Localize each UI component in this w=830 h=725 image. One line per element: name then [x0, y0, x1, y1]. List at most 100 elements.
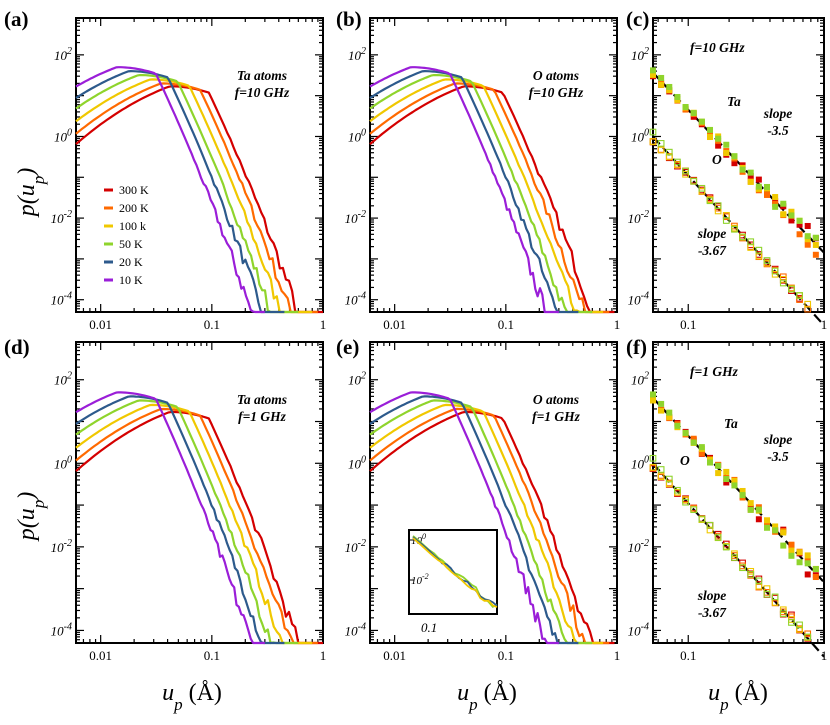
- scatter-point-ta: [690, 110, 697, 117]
- y-tick-label: 10-4: [628, 291, 649, 308]
- svg-text:p(up): p(up): [14, 168, 48, 219]
- series-line-10-K: [369, 66, 559, 314]
- scatter-point-ta: [650, 71, 656, 78]
- panel-label: (d): [4, 335, 30, 359]
- x-tick-label: 0.1: [680, 648, 696, 663]
- series-line-50-K: [75, 399, 299, 645]
- scatter-point-ta: [812, 234, 819, 241]
- y-tick-label: 102: [631, 46, 649, 63]
- y-tick-label: 10-2: [345, 209, 366, 226]
- series-line-50-K: [75, 73, 299, 314]
- scatter-point-ta: [804, 236, 811, 243]
- y-tick-label: 10-2: [628, 538, 649, 555]
- scatter-point-ta: [731, 153, 738, 160]
- scatter-point-o: [731, 554, 738, 561]
- x-tick-label: 0.1: [204, 317, 220, 332]
- scatter-point-ta: [707, 459, 713, 466]
- series-line-200-K: [369, 82, 610, 314]
- panel-label: (c): [626, 7, 649, 31]
- panel-annotation: Ta atoms: [237, 68, 287, 83]
- scatter-point-ta: [690, 435, 697, 442]
- fit-line: [652, 71, 825, 254]
- scatter-point-ta: [723, 476, 730, 483]
- scatter-point-o: [714, 534, 722, 541]
- scatter-point-ta: [788, 552, 795, 559]
- series-line-200-K: [75, 82, 318, 314]
- scatter-point-ta: [739, 487, 746, 494]
- y-tick-label: 100: [54, 454, 72, 471]
- scatter-point-o: [796, 296, 803, 303]
- scatter-point-o: [804, 305, 812, 313]
- scatter-point-ta: [723, 479, 730, 486]
- y-axis-label-bottom: p(up): [14, 492, 48, 543]
- x-tick-label: 0.01: [89, 648, 112, 663]
- scatter-point-ta: [715, 462, 722, 469]
- inset-series-line: [412, 537, 498, 608]
- scatter-point-o: [755, 577, 763, 585]
- scatter-point-ta: [747, 506, 754, 513]
- scatter-point-ta: [788, 212, 795, 219]
- series-line-100-k: [369, 403, 604, 645]
- scatter-point-ta: [772, 203, 779, 210]
- scatter-point-o: [747, 238, 755, 246]
- scatter-point-ta: [658, 407, 665, 414]
- scatter-point-ta: [780, 529, 787, 536]
- series-line-10-K: [75, 66, 265, 314]
- y-tick-label: 102: [348, 46, 366, 63]
- y-tick-label: 10-4: [628, 621, 649, 638]
- scatter-point-ta: [739, 492, 746, 499]
- scatter-point-ta: [715, 142, 722, 149]
- scatter-point-ta: [666, 83, 673, 90]
- panel-b: 102 100 10-2 10-4 0.01 0.1 1 O atoms f=10 GHz (b): [336, 7, 620, 332]
- scatter-point-ta: [764, 517, 770, 524]
- scatter-point-ta: [715, 135, 722, 142]
- slope-value: -3.67: [698, 605, 727, 620]
- scatter-point-ta: [796, 549, 803, 556]
- scatter-point-ta: [698, 444, 705, 451]
- scatter-point-ta: [788, 541, 795, 548]
- scatter-point-ta: [739, 166, 746, 173]
- scatter-point-ta: [772, 527, 779, 534]
- panel-annotation: f=1 GHz: [532, 409, 581, 424]
- scatter-point-o: [665, 153, 673, 161]
- scatter-point-ta: [804, 571, 811, 578]
- scatter-point-ta: [650, 67, 656, 74]
- scatter-point-o: [771, 267, 779, 275]
- series-line-50-K: [369, 73, 593, 314]
- scatter-point-ta: [747, 172, 754, 179]
- scatter-point-o: [649, 463, 657, 471]
- scatter-point-ta: [731, 160, 738, 167]
- scatter-point-o: [665, 148, 673, 156]
- scatter-point-ta: [658, 81, 665, 88]
- x-tick-label: 1: [614, 317, 621, 332]
- scatter-point-o: [804, 633, 812, 641]
- legend-entry: 300 K: [119, 183, 149, 197]
- scatter-point-o: [706, 521, 714, 529]
- scatter-point-o: [665, 480, 673, 488]
- scatter-point-o: [665, 475, 673, 483]
- y-tick-label: 10-4: [345, 291, 366, 308]
- series-line-10-K: [369, 391, 559, 645]
- scatter-point-ta: [666, 413, 673, 420]
- panel-annotation: Ta atoms: [237, 392, 287, 407]
- panel-label: (b): [336, 7, 362, 31]
- scatter-point-ta: [812, 566, 819, 573]
- series-line-20-K: [369, 69, 579, 314]
- scatter-point-ta: [658, 74, 665, 81]
- series-line-50-K: [369, 399, 593, 645]
- panel-annotation: f=10 GHz: [529, 85, 584, 100]
- x-axis-label-b: up (Å): [457, 680, 517, 714]
- scatter-point-ta: [780, 542, 787, 549]
- scatter-point-ta: [788, 547, 795, 554]
- scatter-point-ta: [658, 400, 665, 407]
- slope-label: slope: [697, 226, 727, 241]
- panel-annotation: f=10 GHz: [690, 40, 745, 55]
- scatter-point-o: [771, 593, 779, 601]
- y-tick-label: 100: [54, 127, 72, 144]
- scatter-point-o: [779, 610, 787, 618]
- scatter-point-ta: [804, 233, 811, 240]
- scatter-point-ta: [707, 134, 713, 141]
- scatter-point-ta: [707, 456, 713, 463]
- x-tick-label: 0.01: [383, 648, 406, 663]
- series-line-20-K: [75, 69, 285, 314]
